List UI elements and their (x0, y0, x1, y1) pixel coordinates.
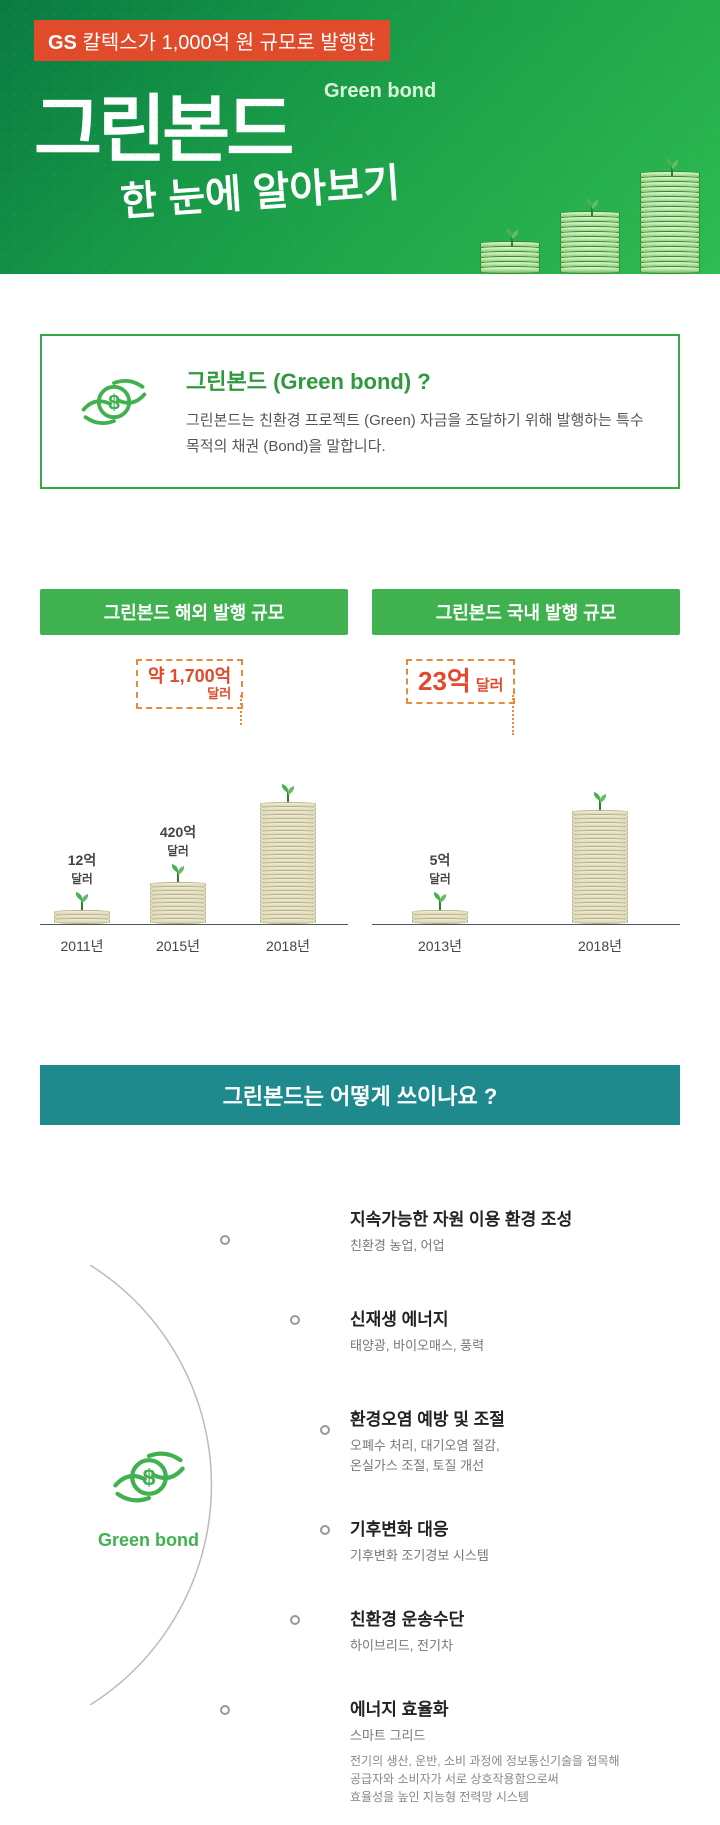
usage-item: 신재생 에너지태양광, 바이오매스, 풍력 (350, 1305, 484, 1356)
usage-item-desc: 친환경 농업, 어업 (350, 1236, 572, 1256)
chart-bar: 12억달러2011년 (54, 850, 110, 924)
arc-node (320, 1525, 330, 1535)
usage-item-desc: 오폐수 처리, 대기오염 절감,온실가스 조절, 토질 개선 (350, 1436, 505, 1475)
hero-coin-stack (640, 157, 700, 274)
chart-bar: 5억달러2013년 (412, 850, 468, 924)
center-label: Green bond (98, 1530, 199, 1551)
definition-body: 그린본드는 친환경 프로젝트 (Green) 자금을 조달하기 위해 발행하는 … (186, 408, 646, 459)
overseas-header: 그린본드 해외 발행 규모 (40, 589, 348, 635)
domestic-chart: 5억달러2013년 2018년 23억 달러 (372, 655, 680, 925)
bar-value: 12억달러 (54, 850, 110, 887)
hero-tag-text: 칼텍스가 1,000억 원 규모로 발행한 (82, 32, 375, 54)
usage-item-title: 친환경 운송수단 (350, 1605, 464, 1630)
usage-diagram: $ Green bond 지속가능한 자원 이용 환경 조성친환경 농업, 어업… (40, 1205, 680, 1825)
arc-node (220, 1705, 230, 1715)
usage-item-title: 신재생 에너지 (350, 1305, 484, 1330)
usage-item-title: 환경오염 예방 및 조절 (350, 1405, 505, 1430)
usage-item-desc: 기후변화 조기경보 시스템 (350, 1546, 489, 1566)
center-icon: $ Green bond (98, 1435, 199, 1551)
overseas-section: 그린본드 해외 발행 규모 12억달러2011년 420억달러2015년 2018년… (40, 589, 348, 925)
chart-bar: 420억달러2015년 (150, 822, 206, 924)
hero-coin-stack (480, 227, 540, 274)
bar-year: 2011년 (42, 930, 122, 956)
arc-node (290, 1615, 300, 1625)
usage-item: 기후변화 대응기후변화 조기경보 시스템 (350, 1515, 489, 1566)
bar-year: 2013년 (400, 930, 480, 956)
overseas-chart: 12억달러2011년 420억달러2015년 2018년 약 1,700억달러 (40, 655, 348, 925)
definition-box: $ 그린본드 (Green bond) ? 그린본드는 친환경 프로젝트 (Gr… (40, 334, 680, 489)
bar-year: 2018년 (560, 930, 640, 956)
usage-item-desc: 하이브리드, 전기차 (350, 1636, 464, 1656)
usage-item-title: 에너지 효율화 (350, 1695, 620, 1720)
usage-item-desc: 태양광, 바이오매스, 풍력 (350, 1336, 484, 1356)
usage-item-fine: 전기의 생산, 운반, 소비 과정에 정보통신기술을 접목해공급자와 소비자가 … (350, 1752, 620, 1806)
usage-item-title: 지속가능한 자원 이용 환경 조성 (350, 1205, 572, 1230)
usage-item: 지속가능한 자원 이용 환경 조성친환경 농업, 어업 (350, 1205, 572, 1256)
hero-subtitle: 한 눈에 알아보기 (118, 150, 401, 227)
hero-title-en: Green bond (324, 80, 436, 103)
usage-item: 에너지 효율화스마트 그리드전기의 생산, 운반, 소비 과정에 정보통신기술을… (350, 1695, 620, 1806)
hero-tag: GS 칼텍스가 1,000억 원 규모로 발행한 (34, 20, 390, 61)
usage-item: 친환경 운송수단하이브리드, 전기차 (350, 1605, 464, 1656)
usage-item: 환경오염 예방 및 조절오폐수 처리, 대기오염 절감,온실가스 조절, 토질 … (350, 1405, 505, 1475)
money-hands-icon: $ (76, 364, 152, 445)
bar-value: 5억달러 (412, 850, 468, 887)
bar-year: 2015년 (138, 930, 218, 956)
hero-coin-stack (560, 197, 620, 274)
domestic-header: 그린본드 국내 발행 규모 (372, 589, 680, 635)
bar-value: 420억달러 (150, 822, 206, 859)
arc-node (220, 1235, 230, 1245)
chart-bar: 2018년 (260, 783, 316, 924)
chart-bar: 2018년 (572, 791, 628, 924)
domestic-section: 그린본드 국내 발행 규모 5억달러2013년 2018년 23억 달러 (372, 589, 680, 925)
usage-item-desc: 스마트 그리드 (350, 1726, 620, 1746)
hero-title: 그린본드 (34, 70, 290, 177)
arc-node (290, 1315, 300, 1325)
brand-prefix: GS (48, 32, 77, 54)
hero-banner: GS 칼텍스가 1,000억 원 규모로 발행한 그린본드 Green bond… (0, 0, 720, 274)
arc-node (320, 1425, 330, 1435)
bar-year: 2018년 (248, 930, 328, 956)
usage-item-title: 기후변화 대응 (350, 1515, 489, 1540)
usage-header: 그린본드는 어떻게 쓰이나요 ? (40, 1065, 680, 1125)
highlight-value: 23억 달러 (406, 659, 515, 704)
definition-heading: 그린본드 (Green bond) ? (186, 364, 646, 396)
highlight-value: 약 1,700억달러 (136, 659, 243, 709)
